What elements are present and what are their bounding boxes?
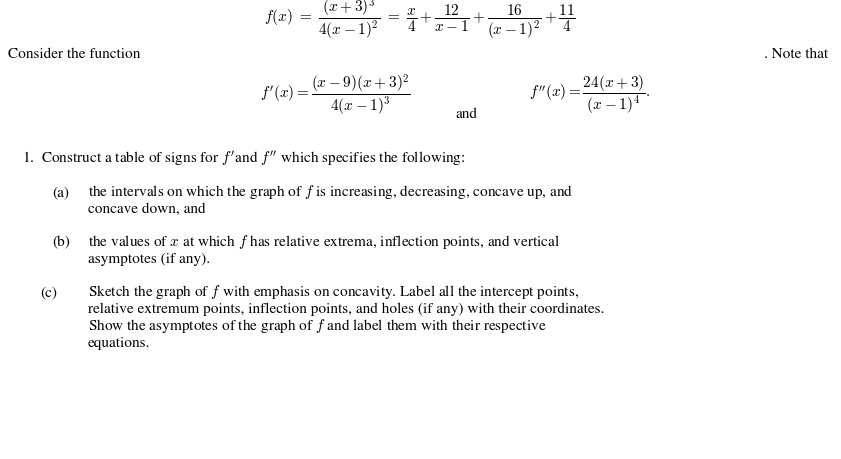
Text: Show the asymptotes of the graph of $f$ and label them with their respective: Show the asymptotes of the graph of $f$ … bbox=[88, 317, 547, 335]
Text: relative extremum points, inflection points, and holes (if any) with their coord: relative extremum points, inflection poi… bbox=[88, 302, 605, 316]
Text: . Note that: . Note that bbox=[764, 48, 828, 61]
Text: the intervals on which the graph of $f$ is increasing, decreasing, concave up, a: the intervals on which the graph of $f$ … bbox=[88, 183, 574, 201]
Text: Sketch the graph of $f$ with emphasis on concavity. Label all the intercept poin: Sketch the graph of $f$ with emphasis on… bbox=[88, 283, 579, 301]
Text: (c): (c) bbox=[40, 285, 57, 299]
Text: 1.  Construct a table of signs for $f'$and $f''$ which specifies the following:: 1. Construct a table of signs for $f'$an… bbox=[22, 149, 466, 168]
Text: the values of $x$ at which $f$ has relative extrema, inflection points, and vert: the values of $x$ at which $f$ has relat… bbox=[88, 233, 560, 251]
Text: $f'(x) = \dfrac{(x-9)(x+3)^2}{4(x-1)^3}$: $f'(x) = \dfrac{(x-9)(x+3)^2}{4(x-1)^3}$ bbox=[260, 72, 410, 117]
Text: $f(x) \ = \ \dfrac{(x+3)^3}{4(x-1)^2} \ = \ \dfrac{x}{4} + \dfrac{12}{x-1} + \df: $f(x) \ = \ \dfrac{(x+3)^3}{4(x-1)^2} \ … bbox=[264, 0, 576, 41]
Text: (b): (b) bbox=[52, 235, 70, 249]
Text: Consider the function: Consider the function bbox=[8, 48, 140, 61]
Text: and: and bbox=[455, 107, 477, 121]
Text: $f''(x) = \dfrac{24(x+3)}{(x-1)^4}.$: $f''(x) = \dfrac{24(x+3)}{(x-1)^4}.$ bbox=[529, 74, 651, 117]
Text: asymptotes (if any).: asymptotes (if any). bbox=[88, 252, 210, 266]
Text: (a): (a) bbox=[52, 185, 69, 199]
Text: concave down, and: concave down, and bbox=[88, 202, 206, 216]
Text: equations.: equations. bbox=[88, 336, 151, 350]
